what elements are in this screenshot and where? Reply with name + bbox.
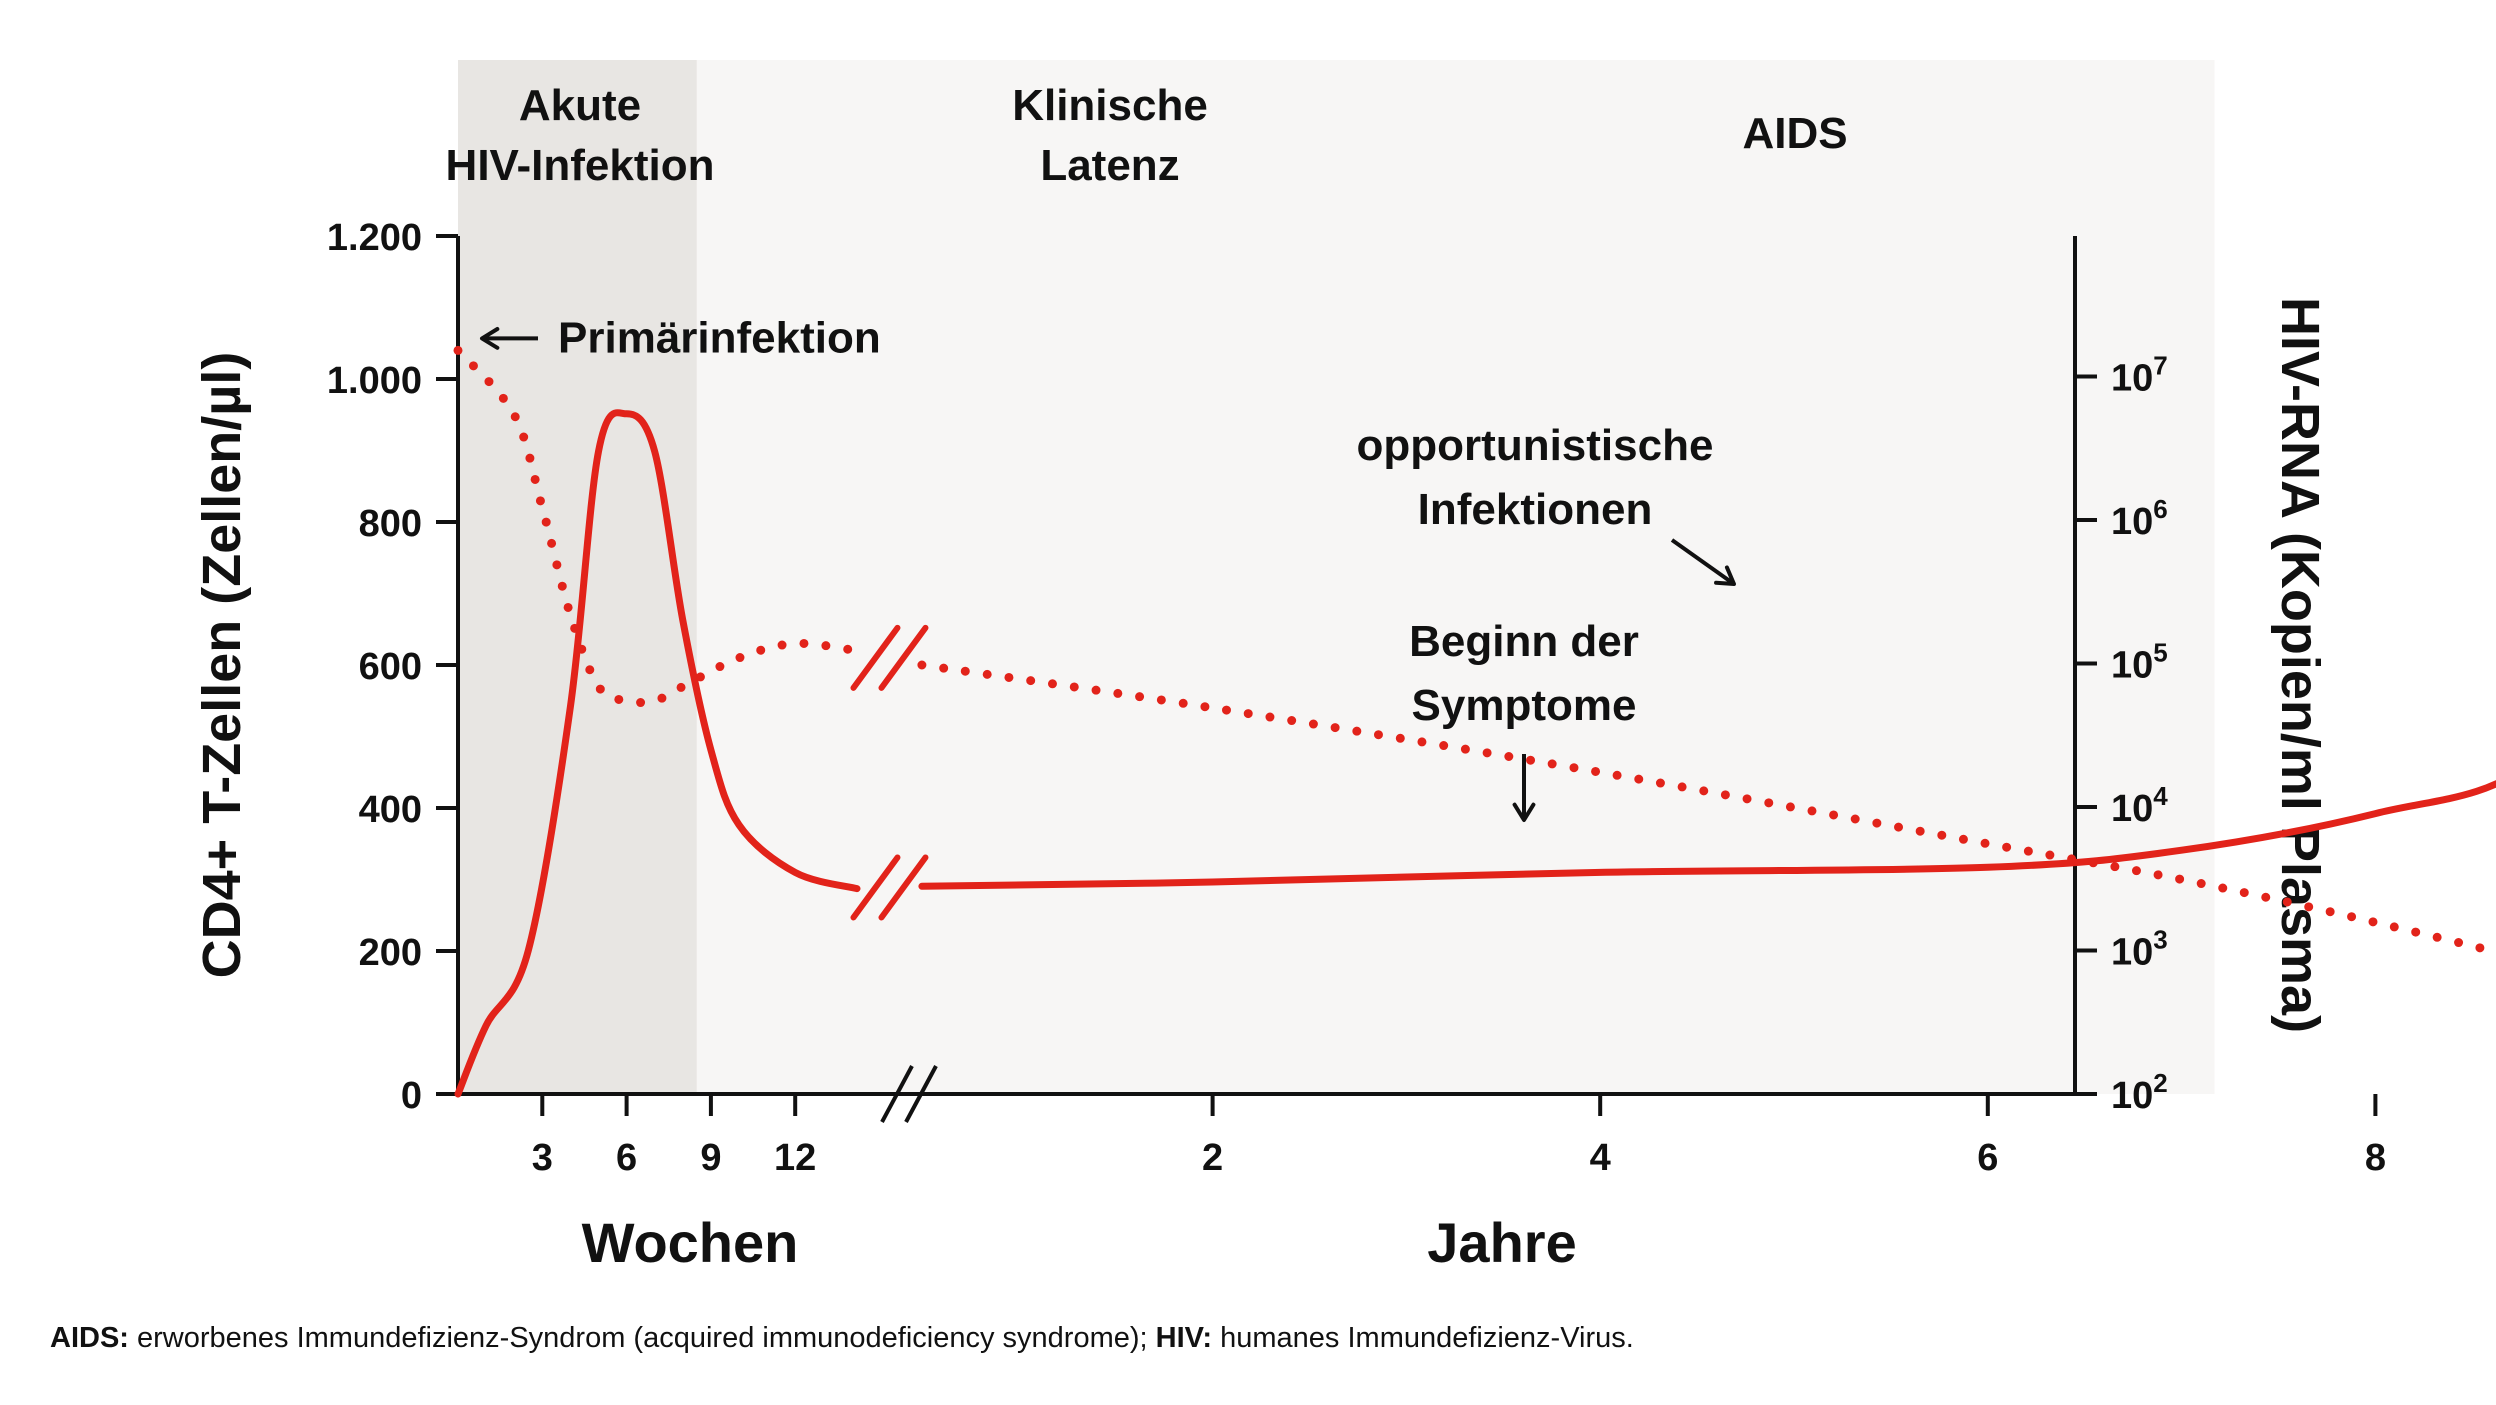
series-dotted-years: [917, 660, 2496, 957]
y-right-tick-label-4: 106: [2111, 494, 2168, 543]
annotations: PrimärinfektionTodopportunistischeInfekt…: [480, 313, 1736, 822]
y-left-tick-label-5: 1.000: [327, 360, 422, 402]
x-tick-label-weeks-2: 9: [700, 1137, 721, 1179]
x-axis-break-mark-1: [880, 1065, 914, 1123]
footnote-aids-text: erworbenes Immundefizienz-Syndrom (acqui…: [128, 1322, 1156, 1354]
y-left-tick-label-2: 400: [359, 789, 422, 831]
annotation-opportunistische-infektionen-arrow-line: [1670, 538, 1736, 586]
phase-label-1-line-1: Akute: [519, 81, 641, 130]
footnote: AIDS: erworbenes Immundefizienz-Syndrom …: [50, 1322, 1634, 1355]
annotation-primaerinfektion: Primärinfektion: [558, 313, 881, 362]
series-solid-break-mark-2: [878, 854, 929, 921]
y-right-tick-label-2: 104: [2111, 781, 2168, 830]
y-right-tick-label-0: 102: [2111, 1068, 2168, 1117]
y-right-tick-label-1: 103: [2111, 925, 2168, 974]
y-left-axis-title: CD4+ T-Zellen (Zellen/µl): [192, 352, 252, 979]
y-left-tick-label-3: 600: [359, 646, 422, 688]
phase-labels: Akute HIV-Infektion Klinische Latenz AIDS: [446, 81, 1848, 190]
footnote-hiv-text: humanes Immundefizienz-Virus.: [1212, 1322, 1634, 1354]
phase-band-1: [458, 60, 697, 1094]
phase-bands: [458, 60, 2215, 1094]
phase-band-2: [696, 60, 2215, 1094]
footnote-aids-key: AIDS:: [50, 1322, 129, 1354]
phase-label-2-line-1: Klinische: [1012, 81, 1208, 130]
x-axis-title-weeks: Wochen: [582, 1211, 799, 1274]
y-right-tick-label-5: 107: [2111, 351, 2168, 400]
x-axis-title-years: Jahre: [1427, 1211, 1576, 1274]
x-tick-label-years-2: 6: [1977, 1137, 1998, 1179]
annotation-opportunistische-infektionen-line-1: opportunistische: [1357, 421, 1714, 470]
y-left-tick-label-6: 1.200: [327, 217, 422, 259]
x-axis-break-mark-2: [904, 1065, 938, 1123]
series-solid-years: [918, 780, 2496, 890]
axes: 0 200 400 600 800 1.000 1.200 CD4+ T-Zellen (Ze…: [192, 217, 2386, 1274]
series-solid-weeks: [454, 409, 861, 1098]
x-tick-label-weeks-3: 12: [774, 1137, 816, 1179]
y-right-tick-label-3: 105: [2111, 638, 2168, 687]
phase-label-2-line-2: Latenz: [1040, 141, 1179, 190]
x-tick-label-weeks-0: 3: [532, 1137, 553, 1179]
x-tick-label-years-3: 8: [2365, 1137, 2386, 1179]
y-left-tick-label-1: 200: [359, 932, 422, 974]
series-solid-break-mark-1: [850, 854, 901, 921]
annotation-opportunistische-infektionen-line-2: Infektionen: [1418, 485, 1653, 534]
x-tick-label-weeks-1: 6: [616, 1137, 637, 1179]
annotation-beginn-symptome-arrow-head: [1512, 802, 1536, 822]
annotation-opportunistische-infektionen-arrow-head: [1714, 565, 1736, 586]
annotation-beginn-symptome-line-1: Beginn der: [1409, 617, 1639, 666]
series-dotted-break-mark-1: [850, 624, 901, 691]
series-dotted-break-mark-2: [878, 624, 929, 691]
phase-label-3-line-1: AIDS: [1742, 109, 1847, 158]
series-layer: [453, 345, 2496, 1098]
y-right-axis-title: HIV-RNA (Kopien/ml Plasma): [2270, 297, 2330, 1033]
y-left-tick-label-4: 800: [359, 503, 422, 545]
annotation-beginn-symptome-line-2: Symptome: [1412, 681, 1637, 730]
x-tick-label-years-1: 4: [1590, 1137, 1611, 1179]
annotation-primaerinfektion-arrow-head: [480, 326, 500, 350]
series-dotted-weeks: [453, 345, 862, 708]
phase-label-1-line-2: HIV-Infektion: [446, 141, 715, 190]
y-left-tick-label-0: 0: [401, 1075, 422, 1117]
footnote-hiv-key: HIV:: [1155, 1322, 1213, 1354]
x-tick-label-years-0: 2: [1202, 1137, 1223, 1179]
